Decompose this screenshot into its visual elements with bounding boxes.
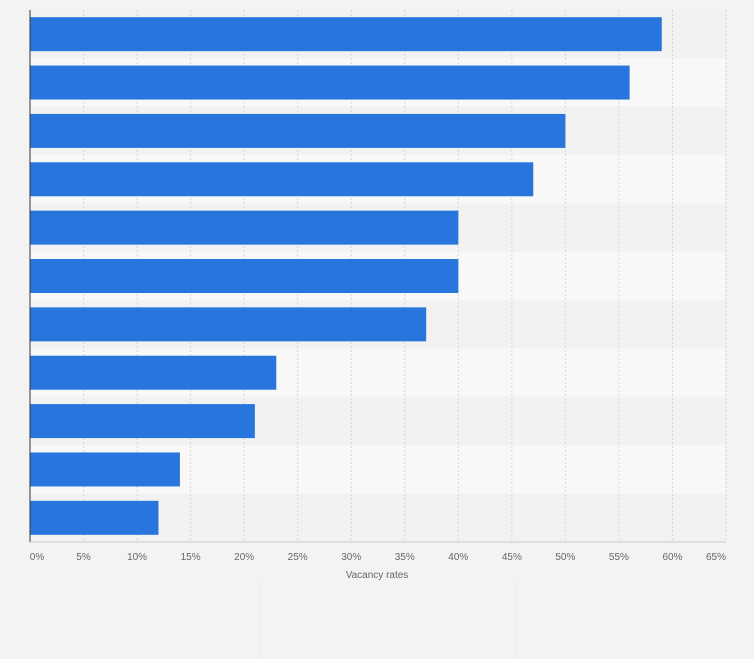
x-tick-label: 40% [448,552,468,563]
bar [30,355,277,390]
x-tick-label: 65% [706,552,726,563]
x-tick-label: 20% [234,552,254,563]
bar [30,17,662,52]
x-tick-label: 25% [288,552,308,563]
footer-divider [516,582,517,659]
bar [30,210,459,245]
x-tick-label: 5% [76,552,91,563]
bar [30,307,427,342]
bar [30,500,159,535]
x-tick-label: 30% [341,552,361,563]
x-tick-label: 10% [127,552,147,563]
x-tick-label: 55% [609,552,629,563]
bar [30,162,534,197]
bar [30,113,566,148]
x-tick-label: 15% [181,552,201,563]
x-axis-title: Vacancy rates [346,570,409,581]
bar [30,452,180,487]
x-tick-label: 45% [502,552,522,563]
bar [30,65,630,100]
x-tick-label: 60% [662,552,682,563]
x-tick-label: 50% [555,552,575,563]
bar [30,404,255,439]
bar [30,259,459,293]
bar-chart: 0% 5% 10% 15% 20% 25% 30% 35% 40% 45% 50% 55% 60% 65%… [29,10,727,581]
x-tick-label: 0% [30,552,45,563]
footer-divider [260,582,261,659]
footer-panel [0,582,754,659]
x-tick-label: 35% [395,552,415,563]
